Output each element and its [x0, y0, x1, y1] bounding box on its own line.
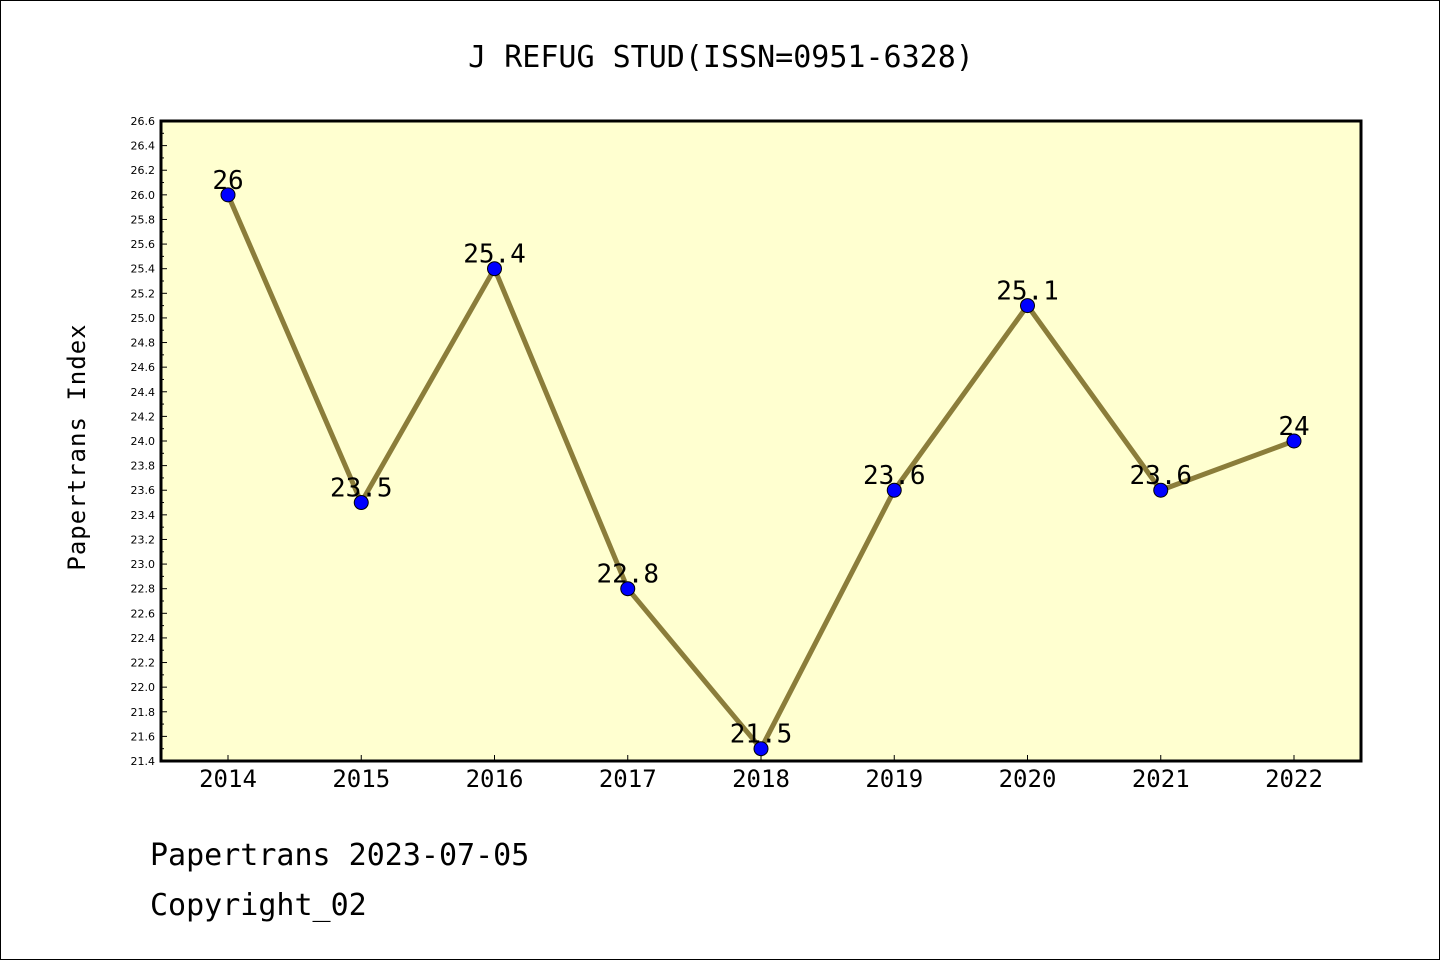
y-tick-label: 24.6	[131, 361, 156, 374]
data-label: 23.6	[863, 461, 926, 491]
y-tick-label: 23.6	[131, 484, 156, 497]
y-tick-label: 22.4	[131, 632, 156, 645]
data-point	[886, 482, 902, 498]
y-tick-label: 21.4	[131, 755, 156, 768]
x-tick-label: 2019	[865, 765, 923, 793]
y-tick-label: 23.8	[131, 460, 156, 473]
y-axis-label: Papertrans Index	[63, 323, 91, 570]
data-labels: 26 23.5 25.4 22.8 21.5 23.6 25.1 23.6 24	[212, 166, 1309, 750]
data-label: 22.8	[596, 560, 659, 590]
data-point	[1286, 433, 1302, 449]
data-point	[353, 495, 369, 511]
plot-border	[159, 119, 1363, 763]
y-tick-label: 24.2	[131, 410, 156, 423]
y-tick-label: 23.4	[131, 509, 156, 522]
data-label: 25.4	[463, 240, 526, 270]
y-tick-label: 22.8	[131, 583, 156, 596]
data-label: 23.6	[1129, 461, 1192, 491]
y-tick-label: 25.2	[131, 287, 156, 300]
y-tick-label: 24.4	[131, 386, 156, 399]
y-tick-label: 22.0	[131, 681, 156, 694]
y-tick-label: 26.0	[131, 189, 156, 202]
y-tick-label: 26.6	[131, 115, 156, 128]
data-point	[220, 187, 236, 203]
data-point	[620, 581, 636, 597]
y-tick-label: 24.0	[131, 435, 156, 448]
x-tick-label: 2015	[332, 765, 390, 793]
y-tick-label: 23.0	[131, 558, 156, 571]
axis-ticks: 21.4 21.6 21.8 22.0 22.2 22.4 22.6 22.8 23.0 23.2…	[131, 115, 1323, 793]
y-tick-label: 25.4	[131, 263, 156, 276]
y-tick-label: 21.6	[131, 730, 156, 743]
y-tick-label: 23.2	[131, 533, 156, 546]
data-label: 25.1	[996, 277, 1059, 307]
y-tick-label: 22.6	[131, 607, 156, 620]
x-tick-label: 2014	[199, 765, 257, 793]
y-tick-label: 21.8	[131, 706, 156, 719]
x-tick-label: 2020	[999, 765, 1057, 793]
chart-title: J REFUG STUD(ISSN=0951-6328)	[468, 40, 974, 75]
data-label: 21.5	[730, 720, 793, 750]
data-label: 26	[212, 166, 243, 196]
y-tick-label: 24.8	[131, 337, 156, 350]
footer-date: Papertrans 2023-07-05	[150, 838, 529, 873]
y-tick-label: 25.6	[131, 238, 156, 251]
y-tick-label: 25.8	[131, 213, 156, 226]
x-tick-label: 2016	[466, 765, 524, 793]
data-point	[753, 741, 769, 757]
data-point	[1020, 298, 1035, 314]
series-markers	[220, 187, 1302, 757]
x-tick-label: 2022	[1265, 765, 1323, 793]
x-tick-label: 2017	[599, 765, 657, 793]
data-point	[487, 261, 502, 277]
x-tick-label: 2018	[732, 765, 790, 793]
data-label: 24	[1278, 412, 1309, 442]
data-point	[1153, 482, 1169, 498]
y-tick-label: 26.4	[131, 140, 156, 153]
y-tick-label: 25.0	[131, 312, 156, 325]
footer-copyright: Copyright_02	[150, 888, 367, 923]
y-tick-label: 22.2	[131, 657, 156, 670]
plot-area	[161, 121, 1361, 761]
y-tick-label: 26.2	[131, 164, 156, 177]
x-tick-label: 2021	[1132, 765, 1190, 793]
data-label: 23.5	[330, 474, 393, 504]
